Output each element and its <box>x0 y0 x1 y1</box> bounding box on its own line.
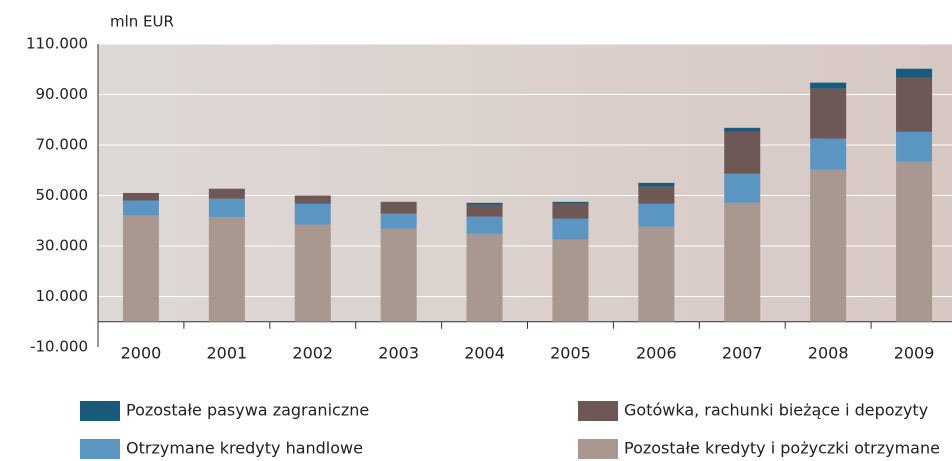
bar-segment <box>724 131 761 174</box>
bar-segment <box>122 215 159 322</box>
bar-segment <box>466 233 503 322</box>
bar-segment <box>724 202 761 322</box>
bar-segment <box>466 204 503 217</box>
legend-label: Pozostałe kredyty i pożyczki otrzymane <box>624 439 940 458</box>
x-tick-label: 2008 <box>808 343 849 362</box>
x-tick-label: 2003 <box>378 343 419 362</box>
legend-swatch <box>80 401 120 421</box>
bar-segment <box>208 216 245 322</box>
legend-label: Pozostałe pasywa zagraniczne <box>126 401 369 420</box>
bar-segment <box>638 186 675 204</box>
bar-segment <box>810 138 847 170</box>
bar-segment <box>896 131 933 162</box>
bar-segment <box>208 198 245 217</box>
bar-segment <box>810 82 847 89</box>
x-tick-label: 2001 <box>206 343 247 362</box>
y-tick-label: -10.000 <box>30 338 88 356</box>
bar-segment <box>810 88 847 139</box>
bar-segment <box>896 77 933 132</box>
y-tick-label: 70.000 <box>36 136 89 154</box>
y-tick-label: 110.000 <box>26 35 88 53</box>
bar-segment <box>208 188 245 199</box>
bar-segment <box>896 68 933 78</box>
bar-segment <box>552 203 589 219</box>
x-tick-label: 2005 <box>550 343 591 362</box>
bar-segment <box>466 216 503 234</box>
bar-segment <box>380 213 417 229</box>
x-tick-label: 2000 <box>121 343 162 362</box>
legend-label: Otrzymane kredyty handlowe <box>126 439 363 458</box>
bar-segment <box>810 169 847 322</box>
x-tick-label: 2004 <box>464 343 505 362</box>
bar-segment <box>122 200 159 216</box>
x-tick-label: 2006 <box>636 343 677 362</box>
legend-swatch <box>578 401 618 421</box>
bar-segment <box>380 201 417 214</box>
legend-swatch <box>578 439 618 459</box>
bar-segment <box>552 218 589 240</box>
y-axis-label: mln EUR <box>110 13 174 31</box>
bar-segment <box>724 127 761 132</box>
bar-segment <box>466 202 503 205</box>
bar-segment <box>380 228 417 322</box>
y-tick-label: 30.000 <box>36 237 89 255</box>
bar-segment <box>294 195 331 204</box>
bar-segment <box>294 203 331 225</box>
y-tick-label: 50.000 <box>36 186 89 204</box>
legend-swatch <box>80 439 120 459</box>
bar-segment <box>638 226 675 322</box>
bar-segment <box>896 161 933 322</box>
legend-label: Gotówka, rachunki bieżące i depozyty <box>624 401 928 420</box>
bar-segment <box>638 182 675 187</box>
bar-segment <box>552 201 589 204</box>
bar-segment <box>724 173 761 203</box>
x-tick-label: 2002 <box>292 343 333 362</box>
x-tick-label: 2009 <box>894 343 935 362</box>
y-tick-label: 90.000 <box>36 85 89 103</box>
x-tick-label: 2007 <box>722 343 763 362</box>
bar-segment <box>294 224 331 322</box>
bar-segment <box>122 192 159 201</box>
bar-segment <box>638 203 675 227</box>
y-tick-label: 10.000 <box>36 287 89 305</box>
bar-segment <box>552 239 589 322</box>
